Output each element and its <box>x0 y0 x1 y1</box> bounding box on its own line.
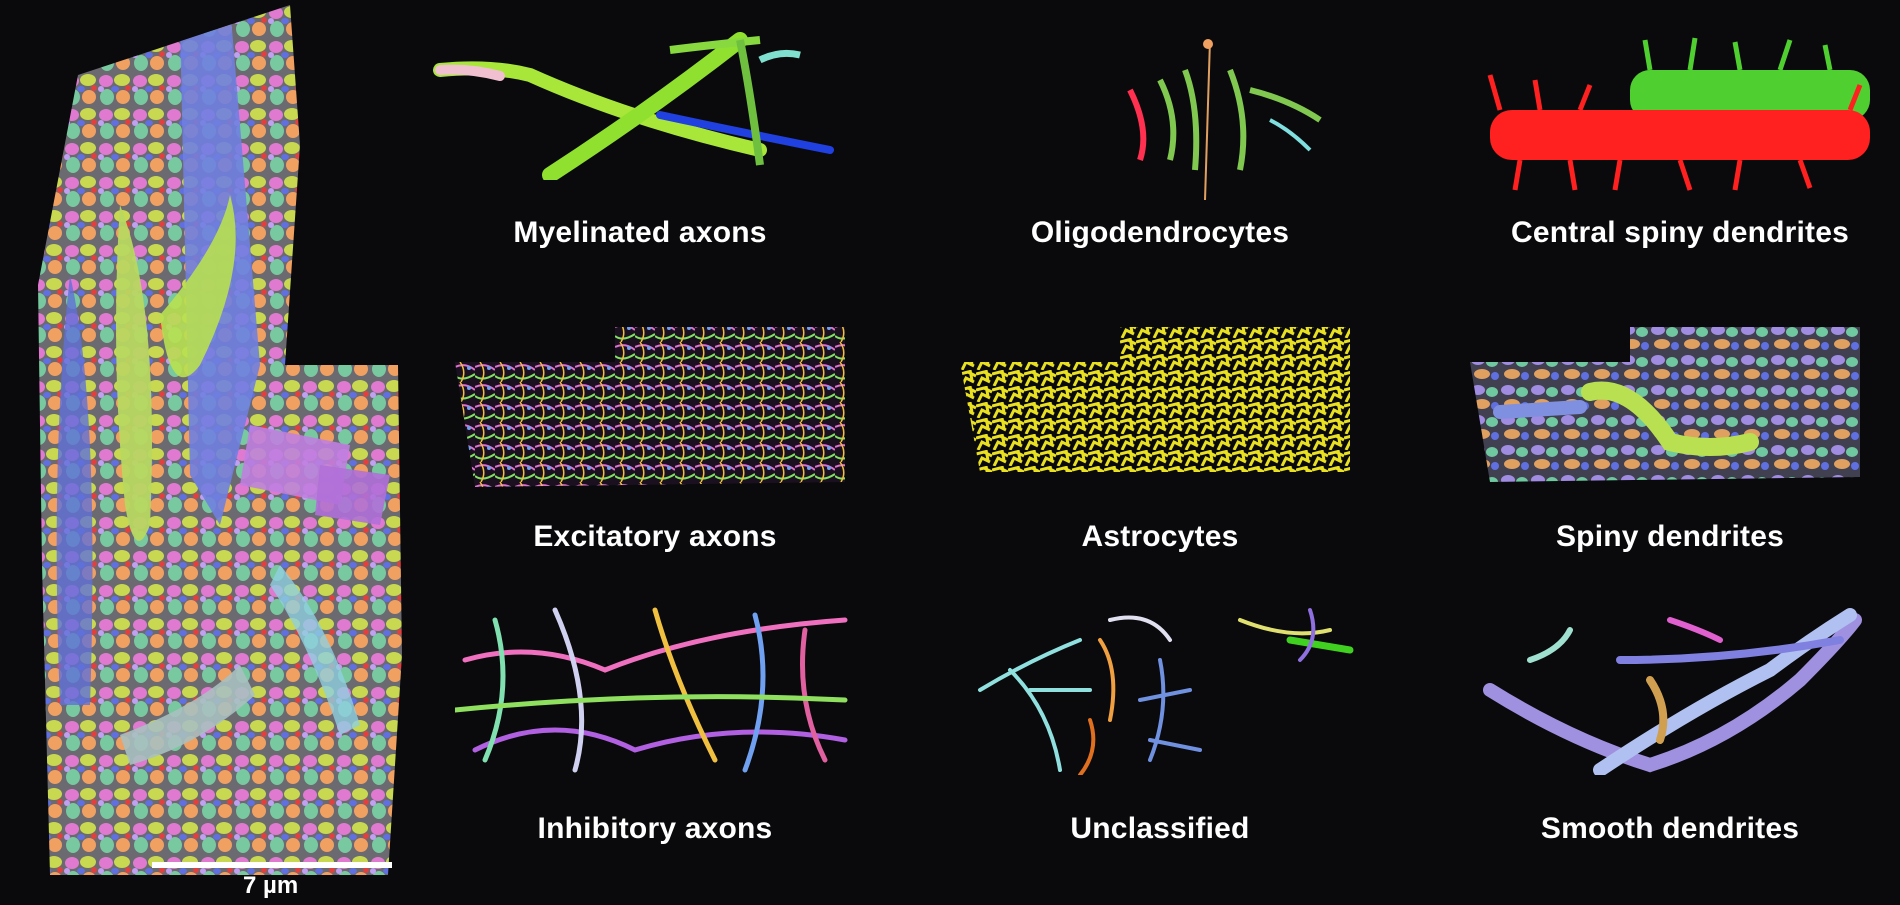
spiny-dendrites-render <box>1470 322 1870 487</box>
central-spiny-dendrites-render <box>1480 30 1880 195</box>
oligodendrocytes-render <box>1100 30 1360 201</box>
inhibitory-axons-render <box>452 600 855 775</box>
label-spiny-dendrites: Spiny dendrites <box>1555 520 1785 553</box>
scale-bar-label: 7 µm <box>243 872 299 899</box>
smooth-dendrites-render <box>1470 600 1870 777</box>
myelinated-axons-render <box>430 30 850 183</box>
label-inhibitory-axons: Inhibitory axons <box>537 812 773 845</box>
astrocytes-render <box>960 322 1360 482</box>
segmented-volume-render <box>30 5 410 885</box>
label-myelinated-axons: Myelinated axons <box>513 216 767 249</box>
scale-bar <box>152 862 392 868</box>
label-excitatory-axons: Excitatory axons <box>533 520 777 553</box>
excitatory-axons-render <box>455 322 855 492</box>
unclassified-render <box>970 600 1370 777</box>
label-central-spiny-dendrites: Central spiny dendrites <box>1510 216 1849 249</box>
label-unclassified: Unclassified <box>1070 812 1250 845</box>
label-astrocytes: Astrocytes <box>1081 520 1239 553</box>
label-smooth-dendrites: Smooth dendrites <box>1540 812 1800 845</box>
label-oligodendrocytes: Oligodendrocytes <box>1030 216 1290 249</box>
